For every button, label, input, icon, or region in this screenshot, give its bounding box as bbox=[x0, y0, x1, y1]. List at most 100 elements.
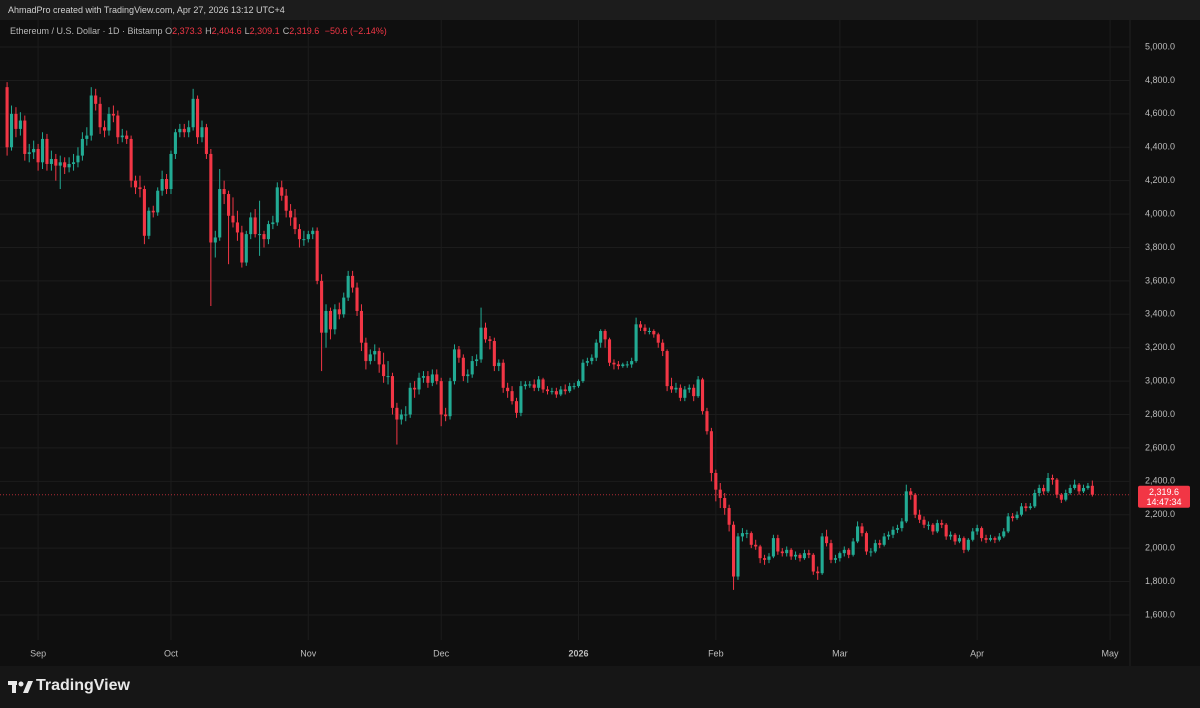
candle-body bbox=[497, 362, 501, 367]
candle-body bbox=[537, 379, 541, 388]
candle-body bbox=[745, 533, 749, 535]
candle-body bbox=[116, 115, 120, 138]
candle-body bbox=[638, 324, 643, 328]
y-tick-label: 2,200.0 bbox=[1145, 509, 1175, 519]
y-tick-label: 4,400.0 bbox=[1145, 142, 1175, 152]
candle-body bbox=[271, 222, 275, 225]
candle-body bbox=[873, 543, 877, 552]
y-tick-label: 2,400.0 bbox=[1145, 476, 1175, 486]
last-price-box bbox=[1138, 485, 1190, 508]
candle-body bbox=[506, 387, 510, 392]
candle-body bbox=[160, 179, 164, 191]
candle-body bbox=[891, 529, 895, 535]
candle-body bbox=[665, 351, 669, 387]
candle-body bbox=[373, 351, 377, 355]
ohlc-key: L bbox=[244, 26, 250, 36]
candle-body bbox=[501, 362, 505, 388]
logo: TradingView bbox=[36, 677, 130, 694]
y-tick-label: 1,600.0 bbox=[1145, 609, 1175, 619]
candle-body bbox=[519, 386, 523, 413]
candle-body bbox=[306, 234, 310, 240]
y-tick-label: 3,200.0 bbox=[1145, 342, 1175, 352]
candle-body bbox=[266, 224, 270, 240]
candle-body bbox=[14, 113, 18, 129]
candle-body bbox=[709, 431, 713, 473]
candle-body bbox=[647, 331, 651, 333]
candle-body bbox=[621, 364, 625, 367]
candle-body bbox=[794, 554, 798, 557]
candle-body bbox=[935, 523, 939, 532]
candle-body bbox=[833, 558, 837, 560]
candle-body bbox=[315, 230, 319, 281]
candle-body bbox=[776, 538, 780, 552]
candle-body bbox=[940, 523, 944, 525]
candle-body bbox=[408, 387, 412, 415]
candle-body bbox=[444, 414, 448, 417]
candle-body bbox=[581, 362, 585, 382]
candle-body bbox=[572, 386, 576, 388]
candle-body bbox=[173, 132, 177, 154]
candle-body bbox=[54, 158, 58, 166]
candle-body bbox=[993, 538, 997, 540]
candle-body bbox=[904, 491, 908, 522]
candle-body bbox=[209, 153, 213, 243]
candle-body bbox=[1068, 488, 1072, 494]
candle-body bbox=[842, 549, 846, 554]
candle-body bbox=[249, 217, 253, 235]
candle-body bbox=[603, 331, 607, 340]
candle-body bbox=[1024, 506, 1028, 509]
candle-body bbox=[196, 98, 200, 138]
candle-body bbox=[1033, 493, 1037, 507]
candle-body bbox=[652, 331, 656, 335]
candle-body bbox=[723, 498, 727, 509]
candle-body bbox=[324, 310, 328, 333]
candle-body bbox=[984, 538, 988, 540]
candle-body bbox=[643, 327, 647, 332]
candle-body bbox=[612, 362, 616, 365]
y-tick-label: 4,200.0 bbox=[1145, 175, 1175, 185]
candle-body bbox=[731, 524, 736, 577]
candle-body bbox=[736, 536, 740, 577]
candle-body bbox=[957, 538, 962, 542]
candle-body bbox=[997, 536, 1001, 540]
candle-body bbox=[364, 342, 368, 362]
candle-body bbox=[395, 407, 399, 420]
candle-body bbox=[856, 526, 860, 542]
candle-body bbox=[869, 551, 873, 553]
y-tick-label: 4,600.0 bbox=[1145, 108, 1175, 118]
candle-body bbox=[807, 553, 811, 555]
candle-body bbox=[568, 386, 572, 392]
symbol: Ethereum / U.S. Dollar · 1D · Bitstamp bbox=[10, 26, 163, 36]
candle-body bbox=[342, 297, 346, 315]
candle-body bbox=[435, 374, 439, 382]
candle-body bbox=[913, 494, 917, 515]
candle-body bbox=[475, 359, 479, 362]
candle-body bbox=[887, 534, 891, 537]
candle-body bbox=[700, 379, 705, 412]
candle-body bbox=[829, 543, 833, 560]
candle-body bbox=[258, 234, 262, 236]
candle-body bbox=[320, 280, 324, 333]
candle-body bbox=[966, 539, 970, 550]
candle-body bbox=[1011, 516, 1015, 519]
candle-body bbox=[178, 128, 182, 133]
candle-body bbox=[49, 158, 53, 164]
candle-body bbox=[1081, 488, 1086, 492]
countdown: 14:47:34 bbox=[1146, 497, 1181, 507]
candle-body bbox=[488, 339, 492, 342]
candle-body bbox=[45, 138, 49, 164]
candle-body bbox=[864, 533, 868, 552]
candle-body bbox=[771, 538, 775, 557]
candle-body bbox=[594, 342, 598, 358]
x-tick-label: 2026 bbox=[568, 648, 588, 658]
candle-body bbox=[138, 187, 142, 190]
candle-body bbox=[878, 543, 882, 545]
candle-body bbox=[922, 519, 926, 525]
candle-body bbox=[377, 351, 381, 365]
candle-body bbox=[390, 376, 395, 408]
candle-body bbox=[426, 376, 430, 383]
candle-body bbox=[483, 327, 488, 340]
candle-body bbox=[714, 472, 718, 490]
candle-body bbox=[430, 374, 434, 383]
